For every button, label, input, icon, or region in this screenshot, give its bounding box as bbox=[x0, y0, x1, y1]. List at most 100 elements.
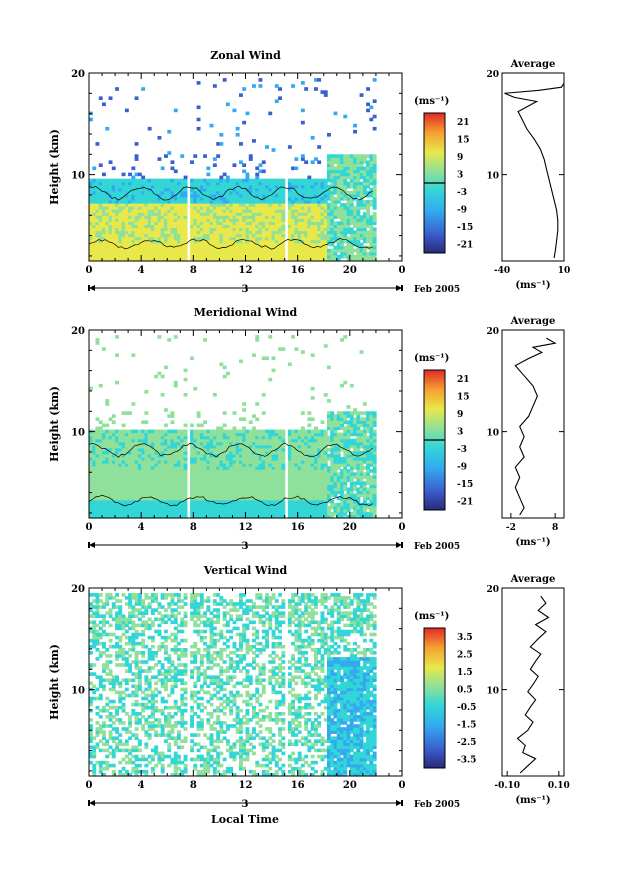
heatmap-cell bbox=[124, 444, 129, 449]
heatmap-cell bbox=[265, 429, 269, 434]
heatmap-cell bbox=[141, 245, 146, 250]
heatmap-cell bbox=[137, 432, 142, 437]
heatmap-cell bbox=[225, 447, 230, 452]
heatmap-cell bbox=[314, 78, 318, 82]
heatmap-cell bbox=[102, 221, 106, 225]
heatmap-cell bbox=[150, 181, 155, 186]
heatmap-cell bbox=[92, 224, 97, 228]
heatmap-cell bbox=[147, 184, 152, 189]
heatmap-cell bbox=[327, 487, 331, 492]
heatmap-cell bbox=[225, 472, 230, 476]
heatmap-cell bbox=[180, 463, 185, 467]
heatmap-cell bbox=[183, 447, 188, 452]
heatmap-cell bbox=[89, 215, 93, 219]
heatmap-cell bbox=[199, 487, 204, 492]
heatmap-cell bbox=[183, 463, 188, 467]
heatmap-cell bbox=[229, 444, 234, 449]
heatmap-cell bbox=[287, 258, 292, 262]
heatmap-cell bbox=[268, 200, 273, 204]
heatmap-cell bbox=[304, 508, 309, 513]
heatmap-cell bbox=[349, 193, 354, 198]
heatmap-cell bbox=[294, 484, 299, 489]
heatmap-cell bbox=[310, 353, 315, 357]
heatmap-cell bbox=[196, 233, 201, 238]
heatmap-cell bbox=[92, 181, 97, 186]
heatmap-cell bbox=[239, 472, 243, 476]
heatmap-cell bbox=[154, 438, 159, 443]
heatmap-cell bbox=[105, 190, 110, 195]
heatmap-cell bbox=[307, 221, 312, 225]
heatmap-cell bbox=[206, 178, 211, 183]
heatmap-cell bbox=[300, 209, 305, 213]
heatmap-cell bbox=[274, 215, 279, 219]
heatmap-cell bbox=[131, 218, 136, 222]
heatmap-cell bbox=[340, 508, 344, 513]
heatmap-cell bbox=[369, 172, 374, 177]
heatmap-cell bbox=[212, 490, 217, 495]
heatmap-cell bbox=[268, 209, 273, 213]
heatmap-cell bbox=[343, 181, 348, 186]
heatmap-cell bbox=[144, 242, 149, 247]
heatmap-cell bbox=[232, 432, 237, 437]
heatmap-cell bbox=[304, 203, 309, 207]
heatmap-cell bbox=[98, 254, 103, 259]
heatmap-cell bbox=[333, 490, 338, 495]
heatmap-cell bbox=[144, 469, 149, 473]
heatmap-cell bbox=[111, 441, 116, 446]
heatmap-cell bbox=[300, 432, 305, 437]
heatmap-cell bbox=[258, 429, 263, 434]
heatmap-cell bbox=[255, 429, 260, 434]
heatmap-cell bbox=[193, 469, 198, 473]
heatmap-cell bbox=[268, 111, 273, 116]
heatmap-cell bbox=[196, 423, 201, 428]
heatmap-cell bbox=[271, 508, 276, 513]
heatmap-cell bbox=[294, 209, 299, 213]
heatmap-cell bbox=[314, 435, 318, 440]
heatmap-cell bbox=[317, 515, 322, 519]
heatmap-cell bbox=[89, 502, 93, 507]
heatmap-cell bbox=[212, 163, 217, 167]
heatmap-cell bbox=[274, 218, 279, 222]
heatmap-cell bbox=[317, 478, 322, 482]
heatmap-cell bbox=[343, 233, 348, 238]
heatmap-cell bbox=[206, 187, 211, 192]
heatmap-cell bbox=[255, 172, 260, 177]
heatmap-cell bbox=[111, 212, 116, 216]
heatmap-cell bbox=[229, 447, 234, 452]
heatmap-cell bbox=[278, 245, 282, 250]
heatmap-cell bbox=[310, 230, 315, 235]
heatmap-cell bbox=[323, 187, 328, 192]
heatmap-cell bbox=[89, 484, 93, 489]
heatmap-cell bbox=[333, 478, 338, 482]
heatmap-cell bbox=[265, 187, 269, 192]
heatmap-cell bbox=[177, 444, 181, 449]
heatmap-cell bbox=[258, 212, 263, 216]
heatmap-cell bbox=[121, 472, 126, 476]
heatmap-cell bbox=[89, 209, 93, 213]
heatmap-cell bbox=[108, 251, 113, 256]
heatmap-cell bbox=[193, 215, 198, 219]
heatmap-cell bbox=[258, 78, 263, 82]
heatmap-cell bbox=[340, 233, 344, 238]
heatmap-cell bbox=[261, 169, 266, 174]
heatmap-cell bbox=[278, 490, 282, 495]
heatmap-cell bbox=[291, 236, 295, 241]
heatmap-cell bbox=[89, 203, 93, 207]
heatmap-cell bbox=[105, 438, 110, 443]
heatmap-cell bbox=[95, 490, 100, 495]
heatmap-cell bbox=[150, 233, 155, 238]
heatmap-cell bbox=[137, 172, 142, 177]
average-x-tick-label: -40 bbox=[494, 266, 510, 276]
heatmap-cell bbox=[235, 209, 240, 213]
heatmap-cell bbox=[147, 499, 152, 504]
heatmap-cell bbox=[239, 490, 243, 495]
heatmap-cell bbox=[193, 190, 198, 195]
heatmap-cell bbox=[95, 484, 100, 489]
heatmap-cell bbox=[258, 484, 263, 489]
heatmap-cell bbox=[212, 218, 217, 222]
heatmap-cell bbox=[258, 218, 263, 222]
heatmap-cell bbox=[255, 206, 260, 210]
heatmap-cell bbox=[343, 197, 348, 201]
heatmap-cell bbox=[297, 258, 302, 262]
heatmap-cell bbox=[89, 457, 93, 461]
